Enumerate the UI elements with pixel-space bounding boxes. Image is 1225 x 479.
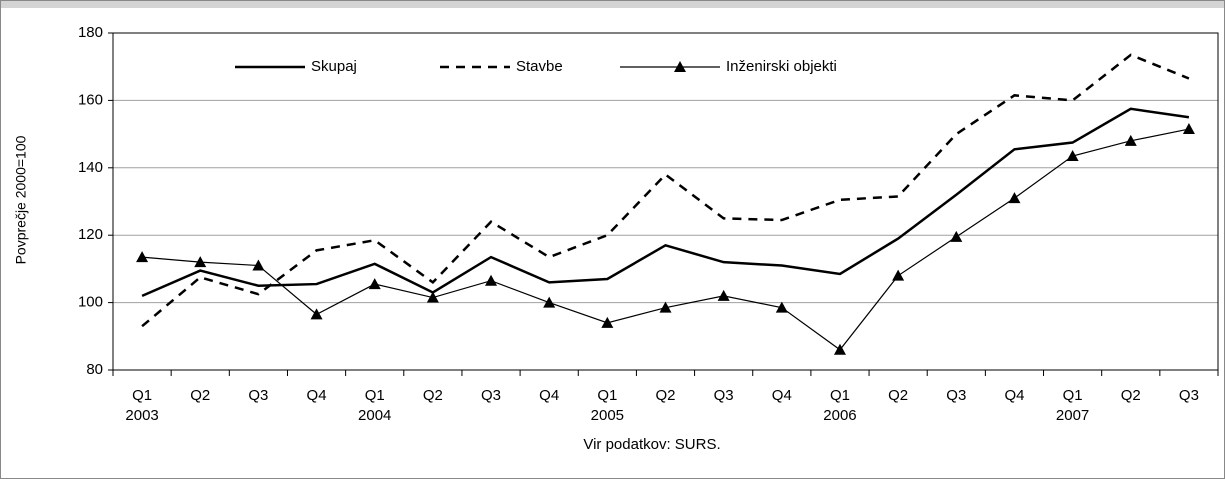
marker [1008,192,1021,204]
x-tick-label: Q3 [946,387,966,404]
marker [717,289,730,301]
marker [833,343,846,355]
legend-label: Inženirski objekti [726,58,837,75]
y-tick-label: 80 [86,361,103,378]
x-tick-label: Q1 [597,387,617,404]
x-tick-label: Q3 [714,387,734,404]
source: Vir podatkov: SURS. [583,436,720,453]
marker [310,308,323,320]
marker [1182,123,1195,135]
marker [892,269,905,281]
legend-label: Stavbe [516,58,563,75]
x-tick-label: Q4 [307,387,327,404]
marker [194,256,207,268]
x-tick-label: Q2 [1121,387,1141,404]
y-tick-label: 180 [78,24,103,41]
marker [950,230,963,242]
x-tick-label: Q1 [830,387,850,404]
x-tick-label: Q1 [365,387,385,404]
marker [136,251,149,263]
x-tick-label: Q1 [1063,387,1083,404]
legend-marker [674,61,686,72]
marker [543,296,556,308]
x-group-label: 2005 [591,407,624,424]
x-tick-label: Q3 [248,387,268,404]
y-tick-label: 140 [78,159,103,176]
x-tick-label: Q2 [423,387,443,404]
y-tick-label: 120 [78,226,103,243]
x-group-label: 2003 [125,407,158,424]
y-tick-label: 160 [78,91,103,108]
x-tick-label: Q2 [655,387,675,404]
x-tick-label: Q3 [1179,387,1199,404]
x-tick-label: Q2 [190,387,210,404]
series-line [141,107,1190,298]
x-group-label: 2007 [1056,407,1089,424]
series-line [142,128,1190,351]
x-tick-label: Q1 [132,387,152,404]
marker [368,278,381,290]
plot-border [112,32,1219,371]
marker [252,259,265,271]
marker [1066,150,1079,162]
series-line [141,53,1190,328]
x-tick-label: Q4 [539,387,559,404]
x-tick-label: Q4 [772,387,792,404]
marker [426,291,439,303]
legend-label: Skupaj [311,58,357,75]
x-group-label: 2004 [358,407,391,424]
x-tick-label: Q3 [481,387,501,404]
marker [601,316,614,328]
header-strip [0,0,1225,8]
marker [775,301,788,313]
marker [1124,134,1137,146]
x-tick-label: Q4 [1004,387,1024,404]
x-tick-label: Q2 [888,387,908,404]
x-group-label: 2006 [823,407,856,424]
y-axis-label: Povprečje 2000=100 [13,135,29,264]
marker [659,301,672,313]
marker [485,274,498,286]
y-tick-label: 100 [78,294,103,311]
